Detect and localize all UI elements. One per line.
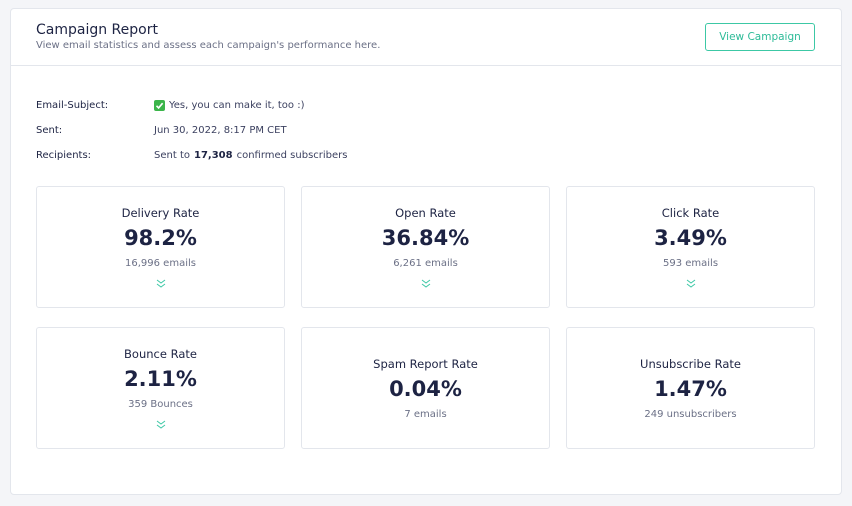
card-value: 98.2% <box>124 226 197 250</box>
detail-label: Recipients: <box>36 150 92 161</box>
cards: Delivery Rate 98.2% 16,996 emails Open Rate… <box>36 186 816 449</box>
stat-card: Open Rate 36.84% 6,261 emails <box>301 186 550 308</box>
detail-label: Email-Subject: <box>36 100 109 111</box>
subject: Yes, you can make it, too :) <box>169 100 305 111</box>
card-value: 3.49% <box>654 226 727 250</box>
expand-chevron[interactable] <box>156 279 166 288</box>
card-detail: 359 Bounces <box>128 399 193 410</box>
recipients-suffix: confirmed subscribers <box>236 150 348 161</box>
detail-value: Jun 30, 2022, 8:17 PM CET <box>154 125 287 136</box>
detail-value: Yes, you can make it, too :) <box>154 100 305 111</box>
subtitle: View email statistics and assess each ca… <box>36 40 381 51</box>
card-value: 0.04% <box>389 376 462 401</box>
expand-chevron[interactable] <box>421 279 431 288</box>
card-title: Open Rate <box>395 206 456 220</box>
stat-card: Delivery Rate 98.2% 16,996 emails <box>36 186 285 308</box>
card-title: Bounce Rate <box>124 347 197 361</box>
title: Campaign Report <box>36 22 158 38</box>
view-campaign-button[interactable]: View Campaign <box>705 23 815 51</box>
card-detail: 6,261 emails <box>393 258 458 269</box>
card-detail: 7 emails <box>404 408 447 420</box>
stat-card: Unsubscribe Rate 1.47% 249 unsubscribers <box>566 327 815 449</box>
card-detail: 16,996 emails <box>125 258 196 269</box>
recipients-prefix: Sent to <box>154 150 190 161</box>
detail-label: Sent: <box>36 125 63 136</box>
expand-chevron[interactable] <box>686 279 696 288</box>
detail-value: Sent to 17,308 confirmed subscribers <box>154 150 348 161</box>
detail-row: Sent: Jun 30, 2022, 8:17 PM CET <box>36 118 348 143</box>
detail-row: Email-Subject: Yes, you can make it, too… <box>36 93 348 118</box>
header: Campaign Report View email statistics an… <box>11 9 841 66</box>
card-value: 1.47% <box>654 376 727 401</box>
stat-card: Click Rate 3.49% 593 emails <box>566 186 815 308</box>
check-icon <box>154 100 165 111</box>
expand-chevron[interactable] <box>156 420 166 429</box>
card-value: 36.84% <box>381 226 470 250</box>
card-title: Delivery Rate <box>121 206 200 220</box>
panel: Campaign Report View email statistics an… <box>10 8 842 495</box>
detail-row: Recipients: Sent to 17,308 confirmed sub… <box>36 143 348 168</box>
card-title: Spam Report Rate <box>373 356 478 371</box>
card-title: Unsubscribe Rate <box>640 356 741 371</box>
stat-card: Spam Report Rate 0.04% 7 emails <box>301 327 550 449</box>
card-value: 2.11% <box>124 367 197 391</box>
card-detail: 249 unsubscribers <box>644 408 737 420</box>
card-detail: 593 emails <box>662 258 719 269</box>
stat-card: Bounce Rate 2.11% 359 Bounces <box>36 327 285 449</box>
recipients-count: 17,308 <box>193 150 233 161</box>
details: Email-Subject: Yes, you can make it, too… <box>36 93 348 168</box>
card-title: Click Rate <box>661 206 720 220</box>
